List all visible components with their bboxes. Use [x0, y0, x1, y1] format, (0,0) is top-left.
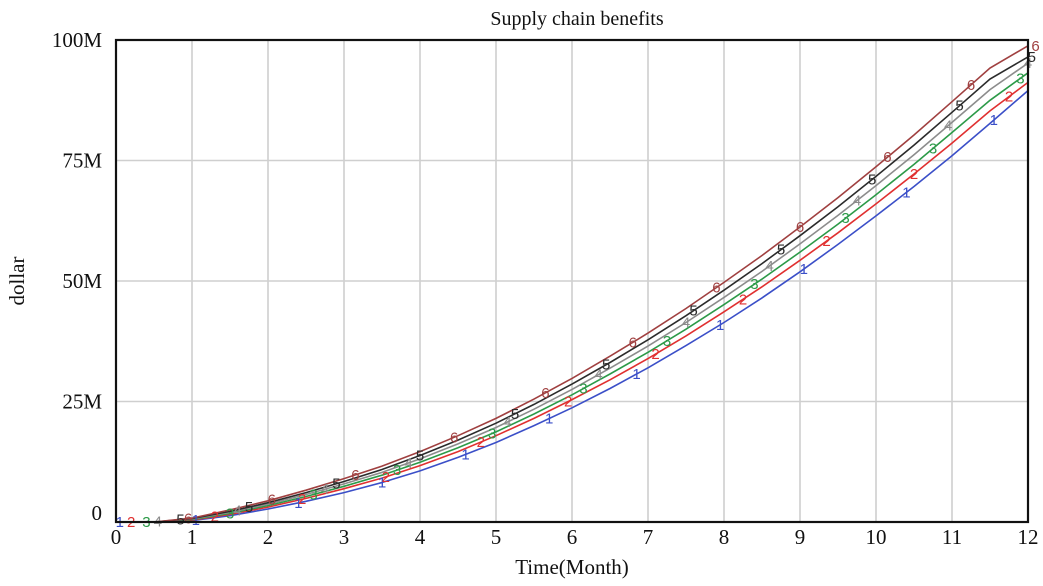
series-marker-3: 3: [226, 505, 234, 522]
y-axis-title: dollar: [5, 257, 29, 306]
series-marker-6: 6: [796, 219, 804, 236]
series-marker-1: 1: [545, 410, 553, 427]
series-marker-2: 2: [1005, 89, 1013, 106]
series-line-4: [116, 62, 1029, 523]
series-marker-3: 3: [929, 140, 937, 157]
series-marker-4: 4: [765, 258, 773, 275]
series-marker-1: 1: [716, 317, 724, 334]
series-marker-6: 6: [450, 429, 458, 446]
series-marker-5: 5: [955, 98, 963, 115]
series-marker-5: 5: [176, 512, 184, 529]
series-marker-2: 2: [298, 491, 306, 508]
x-tick-label: 10: [866, 525, 887, 549]
series-marker-3: 3: [1016, 70, 1024, 87]
series-marker-5: 5: [602, 357, 610, 374]
series-marker-2: 2: [564, 393, 572, 410]
series-marker-6: 6: [268, 492, 276, 509]
x-tick-label: 8: [719, 525, 730, 549]
series-marker-6: 6: [967, 77, 975, 94]
x-tick-label: 7: [643, 525, 654, 549]
y-tick-label: 25M: [62, 390, 102, 414]
series-marker-3: 3: [309, 486, 317, 503]
x-tick-label: 11: [942, 525, 962, 549]
series-marker-5: 5: [511, 406, 519, 423]
series-layer: [116, 45, 1029, 523]
x-tick-label: 3: [339, 525, 350, 549]
x-tick-label: 5: [491, 525, 502, 549]
series-line-3: [116, 72, 1029, 523]
series-marker-1: 1: [461, 446, 469, 463]
x-tick-label: 0: [111, 525, 122, 549]
series-marker-4: 4: [404, 455, 412, 472]
series-marker-3: 3: [841, 210, 849, 227]
series-marker-5: 5: [332, 476, 340, 493]
series-marker-3: 3: [750, 276, 758, 293]
series-marker-1: 1: [378, 474, 386, 491]
series-line-1: [116, 89, 1029, 523]
series-marker-3: 3: [488, 425, 496, 442]
series-marker-1: 1: [800, 261, 808, 278]
series-marker-3: 3: [393, 462, 401, 479]
y-tick-label: 50M: [62, 269, 102, 293]
series-marker-1: 1: [902, 184, 910, 201]
series-line-6: [116, 45, 1029, 523]
y-tick-label: 100M: [52, 28, 103, 52]
series-marker-5: 5: [689, 303, 697, 320]
series-marker-1: 1: [294, 495, 302, 512]
x-tick-label: 6: [567, 525, 578, 549]
series-marker-6: 6: [351, 467, 359, 484]
chart-title: Supply chain benefits: [490, 8, 664, 30]
x-tick-label: 9: [795, 525, 806, 549]
series-marker-6: 6: [184, 511, 192, 528]
series-line-2: [116, 81, 1029, 523]
x-tick-label: 1: [187, 525, 198, 549]
series-marker-2: 2: [211, 509, 219, 526]
y-tick-label: 0: [92, 501, 103, 525]
x-axis-title: Time(Month): [515, 555, 629, 579]
series-marker-6: 6: [1031, 38, 1039, 55]
y-tick-label: 75M: [62, 149, 102, 173]
series-marker-6: 6: [541, 385, 549, 402]
series-marker-6: 6: [712, 280, 720, 297]
series-marker-4: 4: [944, 118, 952, 135]
series-marker-2: 2: [651, 346, 659, 363]
series-marker-5: 5: [245, 499, 253, 516]
series-marker-4: 4: [594, 367, 602, 384]
series-marker-2: 2: [822, 233, 830, 250]
series-marker-2: 2: [739, 291, 747, 308]
series-marker-5: 5: [777, 242, 785, 259]
x-tick-label: 4: [415, 525, 426, 549]
series-marker-3: 3: [663, 333, 671, 350]
series-marker-5: 5: [416, 447, 424, 464]
plot-frame: [114, 38, 1030, 524]
series-marker-5: 5: [1028, 49, 1036, 66]
series-marker-4: 4: [321, 481, 329, 498]
x-tick-label: 2: [263, 525, 274, 549]
series-line-5: [116, 56, 1029, 523]
series-marker-2: 2: [910, 166, 918, 183]
series-marker-6: 6: [629, 334, 637, 351]
x-tick-label: 12: [1018, 525, 1039, 549]
series-marker-3: 3: [579, 381, 587, 398]
series-marker-4: 4: [853, 193, 861, 210]
series-marker-6: 6: [883, 149, 891, 166]
series-marker-1: 1: [990, 112, 998, 129]
series-marker-2: 2: [382, 469, 390, 486]
series-marker-1: 1: [632, 366, 640, 383]
series-marker-4: 4: [233, 503, 241, 520]
series-marker-2: 2: [477, 434, 485, 451]
series-marker-1: 1: [192, 512, 200, 529]
series-marker-4: 4: [503, 414, 511, 431]
grid: [115, 39, 1029, 523]
series-marker-4: 4: [682, 314, 690, 331]
series-marker-5: 5: [868, 171, 876, 188]
